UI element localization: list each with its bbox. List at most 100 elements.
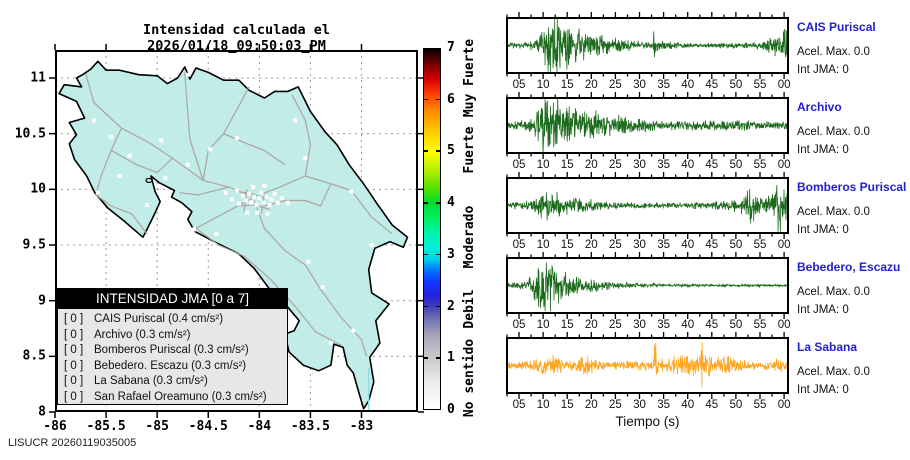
time-tick-label: 40	[681, 319, 695, 331]
station-marker	[117, 174, 122, 178]
station-name: Bomberos Puriscal	[797, 180, 907, 194]
legend-row: [ 0 ] Bebedero. Escazu (0.3 cm/s²)	[64, 359, 281, 375]
time-tick-label: 10	[536, 399, 550, 411]
station-marker	[267, 202, 272, 207]
station-marker	[349, 189, 354, 194]
station-marker	[272, 191, 277, 196]
time-tick-label: 50	[729, 319, 743, 331]
map-x-tick-label: -86	[43, 419, 67, 434]
legend-row: [ 0 ] San Rafael Oreamuno (0.3 cm/s²)	[64, 390, 281, 406]
time-tick-label: 05	[512, 319, 526, 331]
road-line	[179, 186, 229, 196]
seismogram-frame	[506, 257, 789, 314]
time-tick-label: 50	[729, 159, 743, 171]
colorbar-category-label: Muy Fuerte	[462, 38, 477, 118]
map-y-tick-label: 10.5	[14, 126, 46, 142]
time-tick-label: 00	[777, 159, 791, 171]
station-marker	[261, 200, 266, 205]
footer-timestamp: LISUCR 20260119035005	[8, 437, 137, 449]
time-tick-label: 45	[705, 319, 719, 331]
station-marker	[234, 188, 239, 193]
time-tick-label: 00	[777, 79, 791, 91]
time-tick-label: 25	[609, 159, 622, 171]
station-marker	[320, 285, 325, 290]
colorbar-tick	[436, 98, 441, 101]
colorbar-tick-label: 3	[447, 246, 455, 262]
road-line	[202, 133, 286, 181]
time-tick-label: 05	[512, 399, 526, 411]
time-tick-label: 20	[584, 79, 598, 91]
station-name: La Sabana	[797, 340, 858, 354]
station-acceleration: Acel. Max. 0.0	[797, 206, 870, 218]
station-marker	[251, 185, 256, 190]
seismogram-plot	[506, 92, 789, 159]
station-jma-intensity: Int JMA: 0	[797, 304, 849, 316]
time-tick-label: 30	[633, 319, 646, 331]
time-tick-label: 40	[681, 159, 695, 171]
station-name: Bebedero, Escazu	[797, 260, 901, 274]
time-tick-label: 30	[633, 159, 646, 171]
time-tick-label: 45	[705, 239, 719, 251]
station-marker	[275, 200, 280, 205]
intensity-legend: INTENSIDAD JMA [0 a 7] [ 0 ] CAIS Purisca…	[57, 288, 288, 405]
legend-rows: [ 0 ] CAIS Puriscal (0.4 cm/s²) [ 0 ] Archi…	[58, 309, 287, 406]
colorbar-tick	[423, 253, 428, 256]
colorbar-tick-label: 5	[447, 143, 455, 159]
time-tick-label: 10	[536, 319, 550, 331]
time-tick-label: 55	[753, 399, 767, 411]
time-tick-label: 50	[729, 239, 743, 251]
map-y-tick-label: 8.5	[22, 348, 46, 364]
station-name: CAIS Puriscal	[797, 20, 876, 34]
time-axis-labels: 05 10 15 20 25 30 35 40 45 50 55 00	[506, 159, 791, 171]
station-jma-intensity: Int JMA: 0	[797, 224, 849, 236]
map-x-tick-label: -84.5	[188, 419, 228, 434]
road-line	[223, 86, 250, 134]
station-marker	[279, 196, 284, 201]
time-tick-label: 15	[560, 79, 574, 91]
time-tick-label: 10	[536, 79, 550, 91]
time-tick-label: 40	[681, 399, 695, 411]
station-marker	[351, 328, 356, 333]
station-marker	[145, 202, 149, 207]
station-marker	[252, 195, 257, 200]
legend-station-intensity: [ 0 ]	[64, 375, 84, 388]
waveform-trace	[507, 185, 788, 232]
legend-row: [ 0 ] Archivo (0.3 cm/s²)	[64, 328, 281, 344]
time-tick-label: 25	[609, 399, 622, 411]
legend-station-text: San Rafael Oreamuno (0.3 cm/s²)	[94, 390, 267, 403]
time-axis-labels: 05 10 15 20 25 30 35 40 45 50 55 00	[506, 239, 791, 251]
road-line	[195, 227, 342, 346]
road-line	[95, 127, 148, 235]
time-tick-label: 35	[657, 79, 671, 91]
time-tick-label: 25	[609, 79, 622, 91]
time-tick-label: 05	[512, 239, 526, 251]
station-marker	[328, 341, 333, 345]
legend-row: [ 0 ] La Sabana (0.3 cm/s²)	[64, 374, 281, 390]
time-tick-label: 20	[584, 159, 598, 171]
time-tick-label: 30	[633, 399, 646, 411]
legend-station-text: Bebedero. Escazu (0.3 cm/s²)	[94, 359, 247, 372]
seismogram-frame	[506, 337, 789, 394]
waveform-trace	[507, 18, 788, 73]
time-tick-label: 55	[753, 159, 767, 171]
station-marker	[369, 243, 374, 247]
station-marker	[109, 135, 114, 139]
station-acceleration: Acel. Max. 0.0	[797, 366, 870, 378]
station-marker	[159, 138, 164, 143]
time-tick-label: 55	[753, 319, 767, 331]
time-tick-label: 20	[584, 319, 598, 331]
time-tick-label: 30	[633, 239, 646, 251]
map-y-tick-label: 11	[30, 70, 46, 86]
station-marker	[223, 190, 228, 195]
seismogram-frame	[506, 177, 789, 234]
colorbar-category-label: Debil	[462, 289, 477, 329]
legend-station-intensity: [ 0 ]	[64, 359, 84, 372]
time-tick-label: 20	[584, 239, 598, 251]
legend-station-intensity: [ 0 ]	[64, 344, 84, 357]
time-tick-label: 15	[560, 399, 574, 411]
time-tick-label: 35	[657, 159, 671, 171]
station-marker	[259, 190, 264, 195]
waveform-trace	[507, 98, 788, 153]
colorbar-tick	[423, 98, 428, 101]
